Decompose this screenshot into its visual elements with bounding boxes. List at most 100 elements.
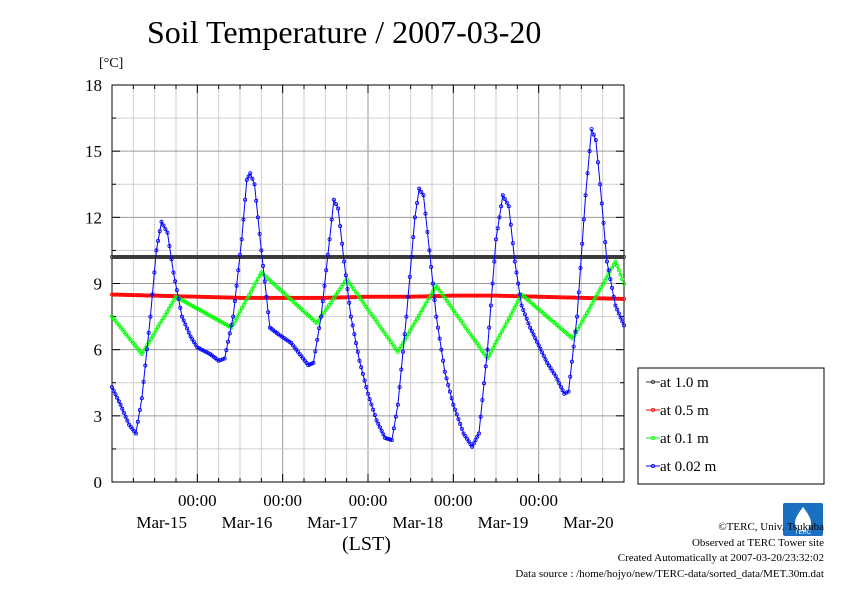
series-point xyxy=(118,402,123,407)
series-point xyxy=(587,149,592,154)
series-point xyxy=(116,399,121,404)
series-point xyxy=(508,222,513,227)
series-point xyxy=(493,237,498,242)
series-point xyxy=(173,279,178,284)
series-point xyxy=(176,296,181,301)
series-point xyxy=(170,300,175,305)
series-point xyxy=(516,281,521,286)
series-point xyxy=(610,285,615,290)
series-point xyxy=(608,277,613,282)
series-point xyxy=(609,265,614,270)
series-point xyxy=(579,320,584,325)
series-point xyxy=(240,306,245,311)
series-point xyxy=(154,248,159,253)
series-point xyxy=(473,438,478,443)
series-point xyxy=(172,297,177,302)
series-point xyxy=(599,201,604,206)
series-point xyxy=(156,324,161,329)
series-point xyxy=(161,315,166,320)
series-point xyxy=(364,385,369,390)
series-point xyxy=(543,357,548,362)
series-point xyxy=(413,319,418,324)
series-point xyxy=(597,288,602,293)
series-point xyxy=(365,391,370,396)
series-point xyxy=(250,286,255,291)
series-point xyxy=(335,290,340,295)
series-point xyxy=(546,363,551,368)
series-point xyxy=(254,198,259,203)
series-point xyxy=(137,407,142,412)
series-point xyxy=(615,307,620,312)
series-point xyxy=(593,294,598,299)
series-point xyxy=(399,367,404,372)
series-point xyxy=(238,309,243,314)
series-point xyxy=(159,318,164,323)
series-point xyxy=(463,434,468,439)
y-tick-label: 12 xyxy=(85,208,102,227)
series-point xyxy=(507,316,512,321)
series-point xyxy=(241,302,246,307)
series-point xyxy=(464,436,469,441)
series-point xyxy=(139,396,144,401)
series-point xyxy=(487,325,492,330)
x-tick-label: 00:00 xyxy=(178,491,217,510)
series-point xyxy=(578,266,583,271)
series-point xyxy=(478,414,483,419)
series-point xyxy=(435,325,440,330)
series-point xyxy=(434,314,439,319)
series-point xyxy=(459,426,464,431)
series-point xyxy=(427,248,432,253)
y-tick-label: 3 xyxy=(94,407,103,426)
series-point xyxy=(167,244,172,249)
series-point xyxy=(592,298,597,303)
series-point xyxy=(157,229,162,234)
series-point xyxy=(504,200,509,205)
series-point xyxy=(327,303,332,308)
series-point xyxy=(616,311,621,316)
series-point xyxy=(244,177,249,182)
series-point xyxy=(319,314,324,319)
series-point xyxy=(595,291,600,296)
series-point xyxy=(400,349,405,354)
series-point xyxy=(220,357,225,362)
series-point xyxy=(248,171,253,176)
series-point xyxy=(437,336,442,341)
series-point xyxy=(524,316,529,321)
series-point xyxy=(110,385,115,390)
legend-swatch-marker xyxy=(651,407,656,412)
series-point xyxy=(179,314,184,319)
series-point xyxy=(329,217,334,222)
series-point xyxy=(526,321,531,326)
x-date-label: Mar-16 xyxy=(222,513,273,532)
series-point xyxy=(148,314,153,319)
series-point xyxy=(389,438,394,443)
series-point xyxy=(533,336,538,341)
series-point xyxy=(243,197,248,202)
legend-label: at 0.02 m xyxy=(660,459,717,475)
series-point xyxy=(451,402,456,407)
series-point xyxy=(618,315,623,320)
series-point xyxy=(317,326,322,331)
series-point xyxy=(446,382,451,387)
series-point xyxy=(606,272,611,277)
series-point xyxy=(620,296,625,301)
series-point xyxy=(348,314,353,319)
series-point xyxy=(406,294,411,299)
series-point xyxy=(604,259,609,264)
series-point xyxy=(502,196,507,201)
series-point xyxy=(332,295,337,300)
series-point xyxy=(523,312,528,317)
series-point xyxy=(585,171,590,176)
created-text: Created Automatically at 2007-03-20/23:3… xyxy=(617,552,824,564)
series-point xyxy=(121,410,126,415)
source-text: Data source : /home/hojyo/new/TERC-data/… xyxy=(515,567,824,580)
series-point xyxy=(125,418,130,423)
series-point xyxy=(471,441,476,446)
series-point xyxy=(314,321,319,326)
series-point xyxy=(430,289,435,294)
series-point xyxy=(588,304,593,309)
series-point xyxy=(143,363,148,368)
series-point xyxy=(420,307,425,312)
series-point xyxy=(402,332,407,337)
series-point xyxy=(264,294,269,299)
